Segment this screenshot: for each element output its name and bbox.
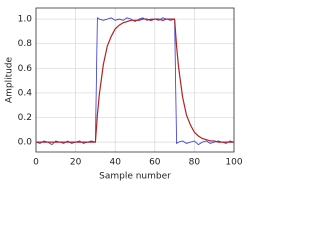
y-tick-label: 0.4 [18, 88, 33, 98]
plot-frame [35, 7, 235, 153]
y-tick-label: 0.2 [18, 113, 32, 123]
y-tick-label: 0.8 [18, 39, 33, 49]
y-tick-label: 1.0 [18, 15, 33, 25]
y-tick-label: 0.0 [18, 138, 33, 148]
x-tick-label: 20 [70, 158, 82, 168]
y-axis-label: Amplitude [5, 56, 15, 103]
line-series [36, 18, 234, 143]
y-tick-label: 0.6 [18, 64, 33, 74]
x-axis-label: Sample number [99, 172, 171, 182]
x-tick-label: 0 [33, 158, 39, 168]
x-tick-label: 100 [225, 158, 242, 168]
line-series [35, 17, 235, 146]
x-tick-label: 80 [189, 158, 201, 168]
x-tick-label: 60 [149, 158, 161, 168]
x-tick-label: 40 [109, 158, 121, 168]
chart: Sample number Amplitude 0.0 0.2 0.4 0.6 0.8 1… [5, 7, 243, 182]
